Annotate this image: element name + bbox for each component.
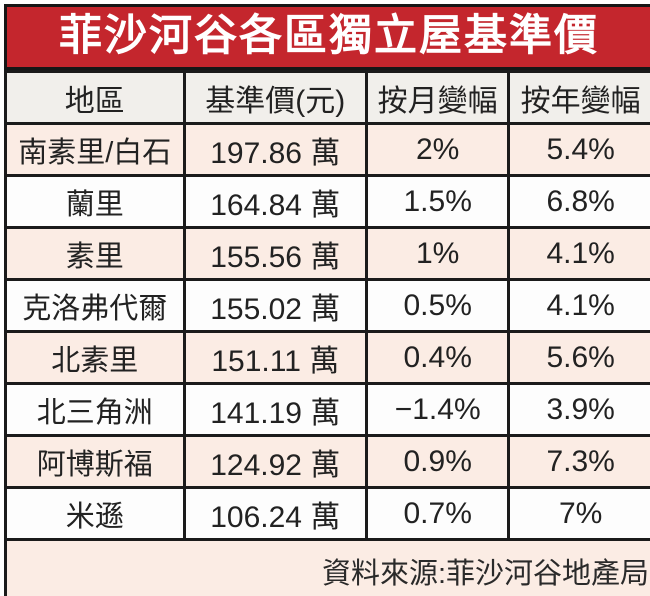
table-header: 地區 基準價(元) 按月變幅 按年變幅	[4, 70, 650, 125]
table-body: 南素里/白石 197.86 萬 2% 5.4% 蘭里 164.84 萬 1.5%…	[4, 122, 650, 541]
cell-area: 米遜	[4, 486, 186, 541]
cell-price: 124.92 萬	[182, 434, 369, 489]
table-row: 克洛弗代爾 155.02 萬 0.5% 4.1%	[4, 278, 650, 333]
cell-monthly-change: 1.5%	[365, 174, 511, 229]
cell-monthly-change: 1%	[365, 226, 511, 281]
cell-price: 141.19 萬	[182, 382, 369, 437]
title-banner: 菲沙河谷各區獨立屋基準價	[4, 4, 650, 70]
cell-yearly-change: 7.3%	[507, 434, 650, 489]
cell-monthly-change: 0.5%	[365, 278, 511, 333]
cell-price: 155.02 萬	[182, 278, 369, 333]
cell-area: 阿博斯福	[4, 434, 186, 489]
cell-area: 素里	[4, 226, 186, 281]
table-footer: 資料來源:菲沙河谷地產局	[4, 538, 650, 596]
header-price: 基準價(元)	[182, 70, 369, 125]
header-area: 地區	[4, 70, 186, 125]
header-row: 地區 基準價(元) 按月變幅 按年變幅	[4, 70, 650, 125]
table-row: 素里 155.56 萬 1% 4.1%	[4, 226, 650, 281]
cell-yearly-change: 4.1%	[507, 278, 650, 333]
table-row: 蘭里 164.84 萬 1.5% 6.8%	[4, 174, 650, 229]
header-yearly-change: 按年變幅	[507, 70, 650, 125]
cell-area: 北素里	[4, 330, 186, 385]
table-row: 南素里/白石 197.86 萬 2% 5.4%	[4, 122, 650, 177]
cell-yearly-change: 5.4%	[507, 122, 650, 177]
cell-area: 南素里/白石	[4, 122, 186, 177]
cell-yearly-change: 4.1%	[507, 226, 650, 281]
cell-monthly-change: 0.9%	[365, 434, 511, 489]
cell-price: 106.24 萬	[182, 486, 369, 541]
cell-yearly-change: 5.6%	[507, 330, 650, 385]
cell-yearly-change: 6.8%	[507, 174, 650, 229]
header-monthly-change: 按月變幅	[365, 70, 511, 125]
benchmark-price-table: 地區 基準價(元) 按月變幅 按年變幅 南素里/白石 197.86 萬 2% 5…	[4, 70, 650, 596]
table-row: 阿博斯福 124.92 萬 0.9% 7.3%	[4, 434, 650, 489]
cell-yearly-change: 3.9%	[507, 382, 650, 437]
cell-monthly-change: 0.7%	[365, 486, 511, 541]
cell-price: 155.56 萬	[182, 226, 369, 281]
cell-area: 蘭里	[4, 174, 186, 229]
table-row: 北三角洲 141.19 萬 −1.4% 3.9%	[4, 382, 650, 437]
cell-price: 164.84 萬	[182, 174, 369, 229]
source-row: 資料來源:菲沙河谷地產局	[4, 538, 650, 596]
data-source-label: 資料來源:菲沙河谷地產局	[4, 538, 650, 596]
cell-monthly-change: 0.4%	[365, 330, 511, 385]
price-table-graphic: 菲沙河谷各區獨立屋基準價 地區 基準價(元) 按月變幅 按年變幅 南素里/白石 …	[4, 4, 650, 596]
cell-monthly-change: 2%	[365, 122, 511, 177]
cell-monthly-change: −1.4%	[365, 382, 511, 437]
cell-price: 197.86 萬	[182, 122, 369, 177]
page-title: 菲沙河谷各區獨立屋基準價	[59, 11, 599, 60]
cell-yearly-change: 7%	[507, 486, 650, 541]
cell-price: 151.11 萬	[182, 330, 369, 385]
table-row: 北素里 151.11 萬 0.4% 5.6%	[4, 330, 650, 385]
table-row: 米遜 106.24 萬 0.7% 7%	[4, 486, 650, 541]
cell-area: 克洛弗代爾	[4, 278, 186, 333]
cell-area: 北三角洲	[4, 382, 186, 437]
